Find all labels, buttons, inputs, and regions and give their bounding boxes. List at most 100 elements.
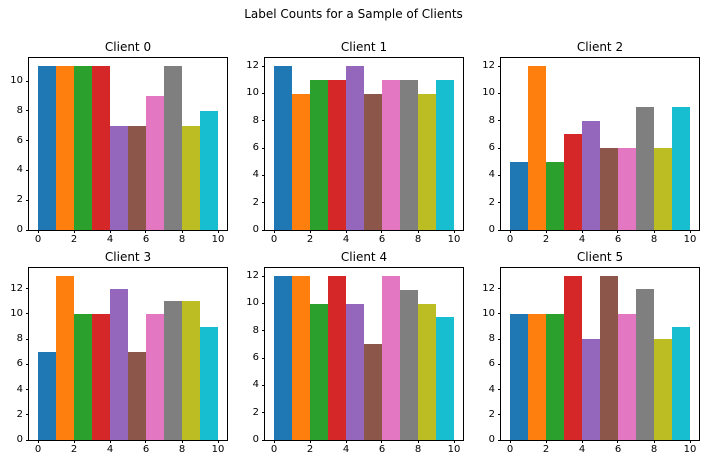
- x-tick-mark: [453, 440, 455, 443]
- bar-label-8: [654, 339, 672, 440]
- bar-label-2: [74, 66, 92, 230]
- y-tick-label: 6: [252, 142, 259, 154]
- axes-client-3: Client 3 0 2 4 6 8 10 0 2 4 6 8 10 12: [10, 250, 228, 455]
- subplot-title: Client 1: [340, 40, 388, 54]
- y-tick-label: 10: [246, 297, 259, 309]
- y-tick-label: 4: [16, 164, 23, 176]
- x-tick-label: 4: [342, 444, 350, 455]
- y-tick-mark: [262, 229, 265, 231]
- axes-client-1: Client 1 0 2 4 6 8 10 0 2 4 6 8 10 12: [246, 40, 464, 245]
- y-tick-label: 6: [16, 358, 23, 370]
- y-tick-mark: [498, 229, 501, 231]
- y-tick-label: 6: [488, 142, 495, 154]
- bar-label-4: [110, 288, 128, 440]
- x-tick-mark: [617, 230, 619, 233]
- y-tick-mark: [26, 338, 29, 340]
- y-tick-mark: [26, 169, 29, 171]
- x-tick-mark: [617, 440, 619, 443]
- bar-label-0: [38, 351, 56, 440]
- y-tick-label: 4: [252, 169, 259, 181]
- bar-label-9: [672, 326, 690, 440]
- bar-label-8: [654, 148, 672, 230]
- x-tick-mark: [37, 440, 39, 443]
- x-tick-mark: [581, 230, 583, 233]
- x-tick-label: 8: [650, 444, 658, 455]
- y-tick-label: 8: [488, 114, 495, 126]
- y-tick-label: 2: [488, 408, 495, 420]
- x-tick-mark: [73, 440, 75, 443]
- subplot-title: Client 3: [104, 250, 152, 264]
- bar-label-1: [56, 276, 74, 440]
- x-tick-label: 4: [106, 234, 114, 245]
- axes-client-5: Client 5 0 2 4 6 8 10 0 2 4 6 8 10 12: [482, 250, 700, 455]
- axes-client-0: Client 0 0 2 4 6 8 10 0 2 4 6 8 10: [10, 40, 228, 245]
- y-tick-label: 8: [252, 114, 259, 126]
- x-tick-label: 6: [378, 234, 386, 245]
- x-tick-label: 8: [650, 234, 658, 245]
- x-tick-mark: [145, 440, 147, 443]
- y-tick-mark: [498, 389, 501, 391]
- bar-label-1: [528, 66, 546, 230]
- x-tick-label: 6: [142, 444, 150, 455]
- bar-label-6: [382, 79, 400, 230]
- bar-label-0: [510, 314, 528, 440]
- y-tick-label: 4: [252, 379, 259, 391]
- bar-label-2: [74, 314, 92, 440]
- bar-label-6: [382, 276, 400, 440]
- x-tick-label: 2: [70, 234, 78, 245]
- y-tick-mark: [262, 202, 265, 204]
- y-tick-label: 10: [246, 87, 259, 99]
- x-tick-mark: [309, 230, 311, 233]
- x-tick-mark: [217, 440, 219, 443]
- x-tick-label: 4: [342, 234, 350, 245]
- y-tick-mark: [262, 147, 265, 149]
- y-tick-mark: [26, 439, 29, 441]
- x-tick-label: 0: [506, 444, 514, 455]
- bar-label-9: [436, 317, 454, 440]
- x-tick-mark: [689, 230, 691, 233]
- bar-label-6: [146, 95, 164, 230]
- y-tick-label: 12: [246, 60, 259, 72]
- bar-label-7: [400, 79, 418, 230]
- x-tick-label: 0: [34, 234, 42, 245]
- x-tick-mark: [509, 230, 511, 233]
- y-tick-mark: [498, 202, 501, 204]
- bar-label-3: [328, 276, 346, 440]
- bar-label-4: [346, 66, 364, 230]
- x-tick-mark: [653, 230, 655, 233]
- x-tick-label: 10: [211, 234, 225, 245]
- y-tick-label: 4: [488, 169, 495, 181]
- subplot-title: Client 4: [340, 250, 388, 264]
- x-tick-mark: [545, 230, 547, 233]
- y-tick-mark: [498, 65, 501, 67]
- subplot-title: Client 0: [104, 40, 152, 54]
- bar-label-8: [418, 93, 436, 230]
- x-tick-label: 4: [578, 444, 586, 455]
- y-tick-mark: [498, 288, 501, 290]
- y-tick-label: 10: [482, 87, 495, 99]
- x-tick-label: 2: [306, 234, 314, 245]
- bar-label-7: [636, 288, 654, 440]
- x-tick-label: 10: [447, 444, 461, 455]
- x-tick-mark: [309, 440, 311, 443]
- bar-label-8: [182, 301, 200, 440]
- y-tick-label: 12: [482, 60, 495, 72]
- x-tick-label: 0: [270, 234, 278, 245]
- bar-label-5: [600, 148, 618, 230]
- axes-client-4: Client 4 0 2 4 6 8 10 0 2 4 6 8 10 12: [246, 250, 464, 455]
- x-tick-mark: [653, 440, 655, 443]
- x-tick-mark: [381, 230, 383, 233]
- y-tick-mark: [498, 414, 501, 416]
- y-tick-mark: [26, 363, 29, 365]
- y-tick-mark: [26, 229, 29, 231]
- bar-label-2: [546, 314, 564, 440]
- bar-label-5: [364, 344, 382, 440]
- x-tick-label: 4: [106, 444, 114, 455]
- y-tick-label: 0: [16, 434, 23, 445]
- bar-label-6: [146, 314, 164, 440]
- y-tick-mark: [26, 110, 29, 112]
- bar-label-5: [364, 93, 382, 230]
- x-tick-label: 8: [178, 234, 186, 245]
- y-tick-label: 4: [488, 383, 495, 395]
